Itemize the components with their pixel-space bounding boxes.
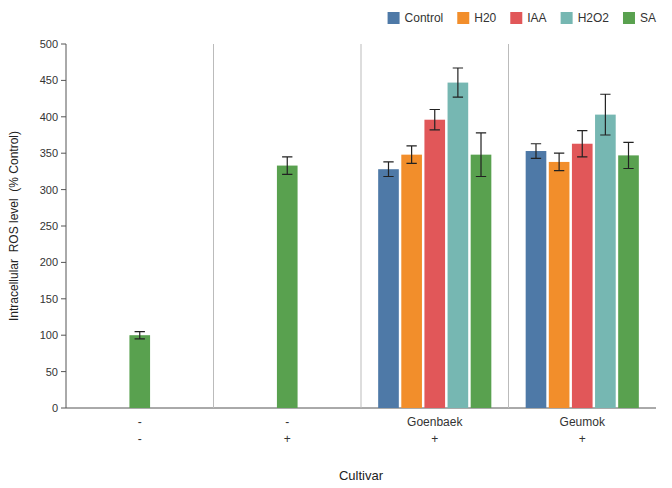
error-bar: [430, 110, 440, 130]
tick: [61, 371, 66, 372]
legend-label: IAA: [527, 11, 546, 25]
legend-swatch: [623, 12, 635, 24]
error-bar: [554, 153, 564, 170]
tick: [61, 298, 66, 299]
legend-swatch: [388, 12, 400, 24]
x-axis: - - - + Goenbaek + Geumok +: [138, 415, 606, 446]
y-axis: 0 50 100 150 200 250 300 350 400 450 500: [40, 38, 66, 414]
legend-swatch: [561, 12, 573, 24]
bar: [378, 169, 399, 408]
chart: 0 50 100 150 200 250 300 350 400 450 500 - - - + Goenba…: [0, 0, 672, 488]
tick-label: 500: [40, 38, 58, 50]
legend-item: IAA: [510, 11, 546, 25]
category-label: +: [284, 432, 291, 446]
divider: [361, 44, 362, 408]
legend-item: Control: [388, 11, 444, 25]
legend-swatch: [457, 12, 469, 24]
y-axis-title: Intracellular ROS level (% Control): [7, 131, 21, 321]
legend-swatch: [510, 12, 522, 24]
tick-label: 350: [40, 147, 58, 159]
bar: [595, 115, 616, 408]
category-label: Geumok: [560, 415, 606, 429]
bar: [424, 120, 445, 408]
bar: [572, 144, 593, 408]
bar: [401, 155, 422, 408]
bar: [129, 335, 150, 408]
tick-label: 150: [40, 293, 58, 305]
category-label: -: [138, 415, 142, 429]
category-label: -: [138, 432, 142, 446]
tick-label: 0: [52, 402, 58, 414]
bar: [526, 151, 547, 408]
error-bar: [623, 142, 633, 168]
category-label: +: [431, 432, 438, 446]
bar: [448, 83, 469, 408]
legend-label: H20: [474, 11, 496, 25]
y-axis-line: [66, 44, 67, 408]
error-bar: [135, 332, 145, 339]
error-bar: [600, 94, 610, 135]
legend: Control H20 IAA H2O2 SA: [388, 11, 656, 25]
tick-label: 250: [40, 220, 58, 232]
legend-label: SA: [640, 11, 656, 25]
legend-item: SA: [623, 11, 656, 25]
tick: [61, 226, 66, 227]
bar: [471, 155, 492, 408]
tick: [61, 262, 66, 263]
legend-label: H2O2: [578, 11, 610, 25]
error-bar: [476, 133, 486, 177]
tick: [61, 408, 66, 409]
legend-item: H20: [457, 11, 496, 25]
tick-label: 300: [40, 184, 58, 196]
bar: [277, 166, 298, 408]
divider: [213, 44, 214, 408]
legend-label: Control: [405, 11, 444, 25]
error-bar: [282, 157, 292, 174]
tick: [61, 335, 66, 336]
tick-label: 100: [40, 329, 58, 341]
tick: [61, 153, 66, 154]
error-bar: [577, 131, 587, 157]
error-bar: [531, 144, 541, 159]
bar: [618, 155, 639, 408]
category-label: -: [285, 415, 289, 429]
tick: [61, 44, 66, 45]
tick: [61, 116, 66, 117]
error-bar: [383, 162, 393, 177]
tick: [61, 189, 66, 190]
error-bar: [406, 146, 416, 163]
tick-label: 50: [46, 366, 58, 378]
category-label: Goenbaek: [407, 415, 463, 429]
error-bar: [453, 68, 463, 97]
tick-label: 450: [40, 74, 58, 86]
x-axis-title: Cultivar: [339, 468, 384, 483]
tick-label: 400: [40, 111, 58, 123]
bar: [549, 162, 570, 408]
legend-item: H2O2: [561, 11, 610, 25]
tick-label: 200: [40, 256, 58, 268]
category-label: +: [579, 432, 586, 446]
bars: [129, 68, 638, 408]
divider: [508, 44, 509, 408]
tick: [61, 80, 66, 81]
